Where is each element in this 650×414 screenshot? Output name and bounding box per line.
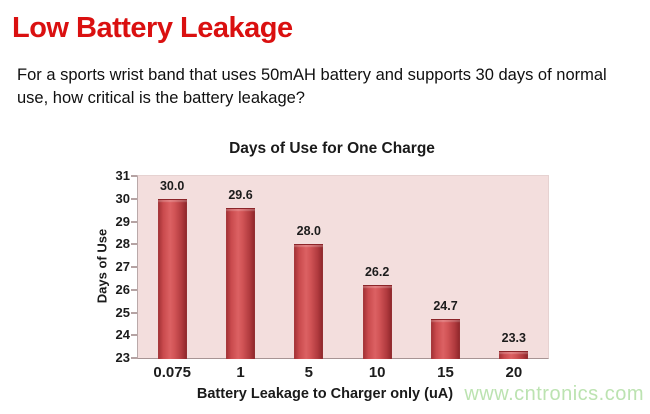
bar xyxy=(226,207,255,359)
chart-title: Days of Use for One Charge xyxy=(229,140,435,157)
body-text: For a sports wrist band that uses 50mAH … xyxy=(17,66,607,108)
bar-value-label: 23.3 xyxy=(501,331,526,346)
y-tick-label: 30 xyxy=(115,190,130,206)
watermark: www.cntronics.com xyxy=(464,383,644,405)
bar-value-label: 26.2 xyxy=(364,265,390,280)
slide-title: Low Battery Leakage xyxy=(12,12,293,44)
y-tick-label: 27 xyxy=(115,259,130,274)
bar xyxy=(431,319,460,359)
x-cat-label: 1 xyxy=(236,364,245,381)
x-cat-label: 15 xyxy=(437,364,454,381)
bar xyxy=(294,244,324,359)
plot-area: 23 24 25 26 27 28 29 30 31 30.0 0.075 29.6 1 28.0 5 26.… xyxy=(116,168,549,381)
x-cat-label: 20 xyxy=(505,364,523,381)
bar-value-label: 29.6 xyxy=(228,187,253,202)
y-tick-mark xyxy=(131,175,137,177)
y-tick-mark xyxy=(131,220,137,223)
y-tick-label: 29 xyxy=(115,213,130,229)
x-cat-label: 0.075 xyxy=(153,364,191,381)
y-tick-label: 23 xyxy=(115,350,130,365)
bar xyxy=(499,351,529,359)
x-cat-label: 5 xyxy=(304,364,313,381)
y-tick-mark xyxy=(131,357,137,359)
y-tick-mark xyxy=(131,243,137,246)
y-tick-label: 24 xyxy=(115,327,130,343)
bar-value-label: 24.7 xyxy=(433,299,458,314)
bar xyxy=(362,285,392,359)
y-tick-label: 31 xyxy=(115,168,130,183)
x-axis-title: Battery Leakage to Charger only (uA) xyxy=(196,386,454,402)
y-tick-mark xyxy=(131,197,137,200)
x-cat-label: 10 xyxy=(368,364,386,381)
y-tick-label: 26 xyxy=(115,281,130,297)
y-tick-label: 25 xyxy=(115,304,130,320)
y-tick-mark xyxy=(131,266,137,268)
y-tick-label: 28 xyxy=(115,236,130,252)
bar-value-label: 28.0 xyxy=(296,224,321,239)
bar-value-label: 30.0 xyxy=(159,178,185,193)
y-tick-mark xyxy=(131,311,137,314)
bar xyxy=(157,198,187,359)
y-tick-mark xyxy=(131,288,137,291)
y-tick-mark xyxy=(131,334,137,337)
